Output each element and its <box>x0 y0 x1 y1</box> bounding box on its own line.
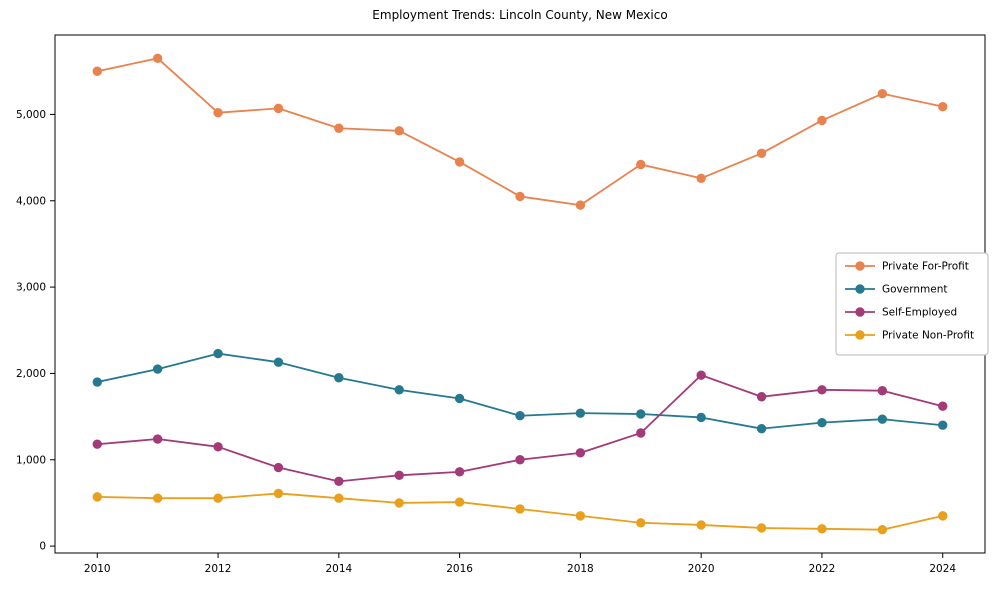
y-tick-label: 0 <box>39 541 46 553</box>
series-marker-government <box>213 348 223 359</box>
x-tick-label: 2010 <box>84 563 111 575</box>
series-marker-government <box>454 393 465 404</box>
y-tick-label: 4,000 <box>16 195 46 207</box>
series-marker-private-non-profit <box>515 504 525 514</box>
y-tick-label: 5,000 <box>16 109 46 121</box>
series-marker-private-for-profit <box>636 159 646 170</box>
series-marker-government <box>636 409 646 419</box>
series-marker-private-for-profit <box>877 89 888 99</box>
x-tick-label: 2022 <box>809 563 836 575</box>
series-marker-private-non-profit <box>938 511 948 521</box>
series-marker-government <box>273 357 284 367</box>
series-marker-self-employed <box>454 467 465 477</box>
y-axis: 0 1,000 2,000 3,000 4,000 5,000 <box>16 109 55 553</box>
series-marker-self-employed <box>877 385 888 396</box>
x-tick-label: 2012 <box>205 563 232 575</box>
series-marker-private-for-profit <box>938 101 948 112</box>
x-axis: 2010 2012 2014 2016 2018 2020 2022 2024 <box>84 553 956 575</box>
series-marker-private-non-profit <box>817 524 827 534</box>
series-line-private-for-profit <box>96 57 944 206</box>
series-marker-government <box>575 408 586 418</box>
series-marker-government <box>152 364 163 374</box>
y-tick-label: 3,000 <box>16 282 46 294</box>
legend-label-private-for-profit: Private For-Profit <box>882 261 969 273</box>
series-marker-private-non-profit <box>636 518 646 528</box>
legend-marker-private-non-profit <box>855 330 865 340</box>
legend-label-self-employed: Self-Employed <box>882 307 957 319</box>
y-tick-label: 1,000 <box>16 454 46 466</box>
series-marker-government <box>334 373 344 383</box>
series-marker-private-for-profit <box>92 66 102 76</box>
series-marker-private-non-profit <box>696 520 706 530</box>
series-marker-private-for-profit <box>152 53 163 64</box>
legend-label-private-non-profit: Private Non-Profit <box>882 330 974 342</box>
series-marker-private-for-profit <box>273 103 284 114</box>
series-marker-government <box>515 411 525 421</box>
series-marker-self-employed <box>636 428 646 438</box>
y-tick-label: 2,000 <box>16 368 46 380</box>
series-marker-private-non-profit <box>877 524 888 535</box>
series-marker-self-employed <box>575 448 586 458</box>
legend-box <box>835 252 989 356</box>
series-marker-private-non-profit <box>756 523 767 533</box>
series-marker-government <box>756 423 767 434</box>
legend-marker-private-for-profit <box>855 261 865 271</box>
series-marker-self-employed <box>817 385 827 395</box>
series-marker-self-employed <box>756 392 767 402</box>
series-marker-self-employed <box>92 439 102 449</box>
series-marker-private-non-profit <box>454 497 465 507</box>
series-marker-government <box>938 420 948 430</box>
series-marker-government <box>817 417 827 428</box>
series-marker-private-for-profit <box>394 126 404 136</box>
series-marker-private-for-profit <box>696 173 706 184</box>
series-marker-government <box>877 414 888 424</box>
series-marker-private-non-profit <box>575 511 586 521</box>
series-marker-government <box>92 377 102 387</box>
series-marker-government <box>394 385 404 395</box>
series-marker-private-for-profit <box>817 115 827 126</box>
legend-label-government: Government <box>882 284 947 296</box>
series-marker-self-employed <box>515 455 525 465</box>
series-line-self-employed <box>96 374 944 483</box>
x-tick-label: 2014 <box>325 563 352 575</box>
series-marker-self-employed <box>394 470 404 480</box>
series-markers <box>92 53 948 535</box>
chart-title: Employment Trends: Lincoln County, New M… <box>372 8 667 22</box>
series-marker-private-for-profit <box>213 108 223 118</box>
x-tick-label: 2016 <box>446 563 473 575</box>
series-marker-private-non-profit <box>394 498 404 508</box>
legend: Private For-Profit Government Self-Employe… <box>835 252 989 356</box>
legend-marker-government <box>855 284 865 294</box>
series-marker-private-for-profit <box>515 191 525 202</box>
series-marker-self-employed <box>213 442 223 452</box>
series-marker-private-non-profit <box>92 492 102 502</box>
series-marker-private-for-profit <box>334 123 344 133</box>
series-marker-private-non-profit <box>152 493 163 503</box>
legend-marker-self-employed <box>855 307 865 317</box>
x-tick-label: 2020 <box>688 563 715 575</box>
series-marker-government <box>696 412 706 423</box>
series-marker-self-employed <box>696 370 706 380</box>
series-marker-private-non-profit <box>213 493 223 503</box>
series-marker-self-employed <box>152 434 163 444</box>
series-marker-private-for-profit <box>454 157 465 167</box>
series-marker-self-employed <box>938 401 948 411</box>
x-tick-label: 2018 <box>567 563 594 575</box>
x-tick-label: 2024 <box>929 563 956 575</box>
series-marker-private-non-profit <box>273 488 284 499</box>
series-marker-self-employed <box>334 476 344 487</box>
series-marker-private-for-profit <box>575 200 586 210</box>
series-marker-private-non-profit <box>334 493 344 503</box>
series-marker-self-employed <box>273 462 284 473</box>
series-marker-private-for-profit <box>756 148 767 158</box>
